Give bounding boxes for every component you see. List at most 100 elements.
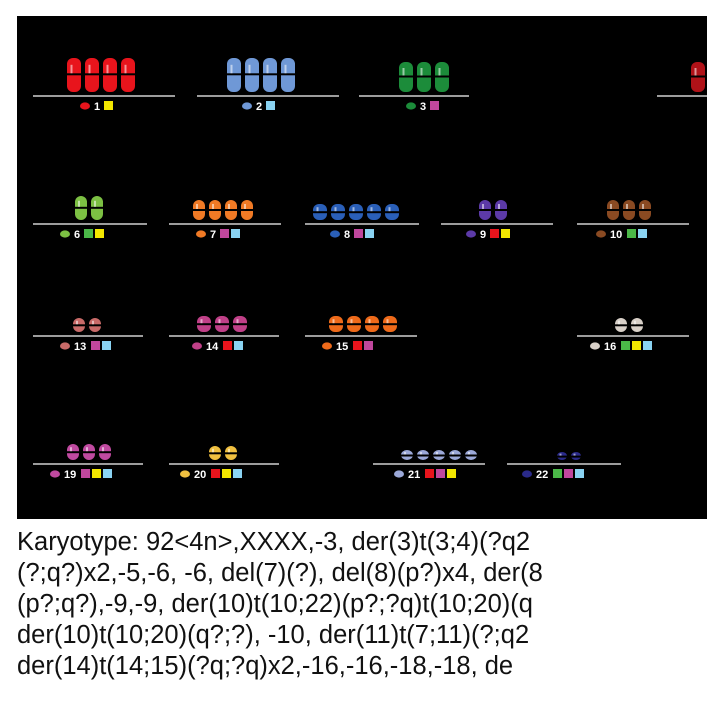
probe-yellow-square <box>104 101 113 110</box>
chromosome-color-dot <box>394 470 404 478</box>
band-highlight <box>106 64 109 74</box>
centromere-mark <box>192 209 206 211</box>
band-highlight <box>70 64 73 74</box>
chromosome-color-dot <box>180 470 190 478</box>
centromere-mark <box>312 211 328 214</box>
chromosome-group-9: 9 <box>441 200 553 241</box>
centromere-mark <box>240 209 254 211</box>
centromere-mark <box>280 73 296 76</box>
centromere-mark <box>226 73 242 76</box>
probe-magenta-square <box>354 229 363 238</box>
chromosome-number-label: 16 <box>604 341 616 353</box>
probe-yellow-square <box>92 469 101 478</box>
band-highlight <box>196 204 198 209</box>
band-highlight <box>352 207 355 212</box>
probe-red-square <box>353 341 362 350</box>
probe-yellow-square <box>447 469 456 478</box>
probe-red-square <box>490 229 499 238</box>
karyotype-line-3: (p?;q?),-9,-9, der(10)t(10;22)(p?;?q)t(1… <box>17 590 533 618</box>
chromosome-number-label: 8 <box>344 229 350 241</box>
centromere-mark <box>72 324 86 327</box>
centromere-mark <box>232 323 248 326</box>
probe-cyan-square <box>266 101 275 110</box>
centromere-mark <box>448 454 462 457</box>
centromere-mark <box>102 73 118 76</box>
centromere-mark <box>66 451 80 454</box>
centromere-mark <box>630 324 644 327</box>
band-highlight <box>86 447 88 452</box>
chromosome-group-19: 19 <box>33 444 143 481</box>
band-highlight <box>420 68 423 76</box>
probe-red-square <box>211 469 220 478</box>
chromosome-number-label: 14 <box>206 341 219 353</box>
karyogram-image: 1 2 3 4 6 7 8 9 10 13 14 15 16 19 20 21 22 <box>33 58 707 481</box>
chromosome-group-6: 6 <box>33 196 147 241</box>
centromere-mark <box>66 73 82 76</box>
band-highlight <box>248 64 251 74</box>
band-highlight <box>332 319 335 324</box>
chromosome-group-1: 1 <box>33 58 175 113</box>
probe-magenta-square <box>430 101 439 110</box>
chromosome-number-label: 2 <box>256 101 262 113</box>
band-highlight <box>452 452 454 455</box>
band-highlight <box>618 320 620 325</box>
probe-magenta-square <box>91 341 100 350</box>
karyotype-line-5: der(14)t(14;15)(?q;?q)x2,-16,-16,-18,-18… <box>17 652 514 680</box>
band-highlight <box>200 319 203 324</box>
probe-cyan-square <box>231 229 240 238</box>
centromere-mark <box>382 323 398 326</box>
centromere-mark <box>622 209 636 211</box>
centromere-mark <box>606 209 620 211</box>
band-highlight <box>610 204 612 209</box>
centromere-mark <box>262 73 278 76</box>
band-highlight <box>78 200 80 207</box>
chromosome-number-label: 3 <box>420 101 426 113</box>
chromosome-group-3: 3 <box>359 62 469 113</box>
chromosome-group-14: 14 <box>169 316 279 353</box>
band-highlight <box>694 68 697 76</box>
centromere-mark <box>690 75 706 78</box>
probe-cyan-square <box>234 341 243 350</box>
chromosome-group-4: 4 <box>657 62 707 97</box>
probe-cyan-square <box>643 341 652 350</box>
centromere-mark <box>416 75 432 78</box>
centromere-mark <box>416 454 430 457</box>
band-highlight <box>468 452 470 455</box>
centromere-mark <box>638 209 652 211</box>
centromere-mark <box>556 455 568 458</box>
chromosome-number-label: 6 <box>74 229 80 241</box>
centromere-mark <box>464 454 478 457</box>
band-highlight <box>626 204 628 209</box>
probe-magenta-square <box>81 469 90 478</box>
probe-yellow-square <box>222 469 231 478</box>
chromosome-number-label: 20 <box>194 469 206 481</box>
centromere-mark <box>330 211 346 214</box>
chromosome-color-dot <box>80 102 90 110</box>
probe-green-square <box>627 229 636 238</box>
band-highlight <box>334 207 337 212</box>
probe-green-square <box>621 341 630 350</box>
band-highlight <box>634 320 636 325</box>
chromosome-color-dot <box>60 342 70 350</box>
centromere-mark <box>208 452 222 455</box>
karyotype-line-1: Karyotype: 92<4n>,XXXX,-3, der(3)t(3;4)(… <box>17 528 531 556</box>
chromosome-color-dot <box>596 230 606 238</box>
karyotype-line-4: der(10)t(10;20)(q?;?), -10, der(11)t(7;1… <box>17 621 530 649</box>
chromosome-number-label: 19 <box>64 469 76 481</box>
band-highlight <box>218 319 221 324</box>
band-highlight <box>284 64 287 74</box>
probe-cyan-square <box>103 469 112 478</box>
centromere-mark <box>366 211 382 214</box>
probe-cyan-square <box>575 469 584 478</box>
centromere-mark <box>614 324 628 327</box>
band-highlight <box>404 452 406 455</box>
band-highlight <box>438 68 441 76</box>
chromosome-color-dot <box>60 230 70 238</box>
chromosome-color-dot <box>406 102 416 110</box>
centromere-mark <box>346 323 362 326</box>
chromosome-number-label: 10 <box>610 229 622 241</box>
band-highlight <box>88 64 91 74</box>
centromere-mark <box>384 211 400 214</box>
band-highlight <box>420 452 422 455</box>
centromere-mark <box>478 209 492 211</box>
